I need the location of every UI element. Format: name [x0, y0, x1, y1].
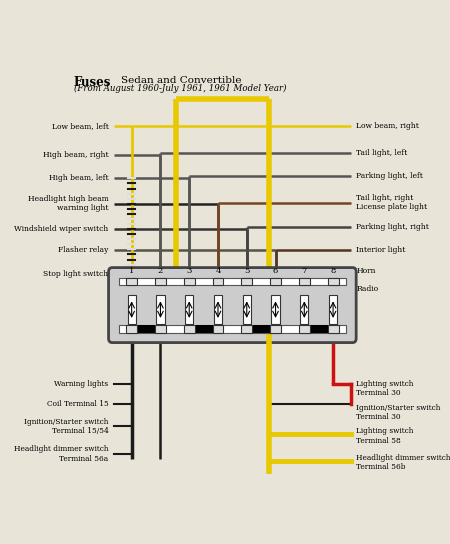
Bar [241, 277, 252, 285]
Bar [194, 325, 213, 332]
Bar [119, 277, 346, 285]
Text: Tail light, left: Tail light, left [356, 149, 407, 157]
Text: Coil Terminal 15: Coil Terminal 15 [47, 400, 108, 408]
Text: (From August 1960-July 1961, 1961 Model Year): (From August 1960-July 1961, 1961 Model … [74, 84, 286, 93]
Bar [212, 325, 224, 332]
Text: Fuses: Fuses [74, 76, 111, 89]
Bar [126, 325, 137, 332]
Bar [127, 295, 136, 324]
Text: Interior light: Interior light [356, 246, 405, 255]
Text: 1: 1 [129, 267, 135, 275]
Text: Parking light, left: Parking light, left [356, 172, 423, 180]
Text: Headlight dimmer switch
Terminal 56a: Headlight dimmer switch Terminal 56a [14, 446, 108, 462]
Text: Sedan and Convertible: Sedan and Convertible [121, 76, 241, 85]
Bar [328, 325, 338, 332]
Bar [271, 295, 279, 324]
Text: High beam, right: High beam, right [43, 151, 108, 159]
Bar [299, 277, 310, 285]
Bar [214, 295, 222, 324]
Bar [137, 325, 155, 332]
Text: 2: 2 [158, 267, 163, 275]
Text: 8: 8 [330, 267, 336, 275]
Bar [156, 295, 165, 324]
Text: 6: 6 [273, 267, 278, 275]
Bar [252, 325, 270, 332]
Bar [155, 325, 166, 332]
Text: 4: 4 [215, 267, 221, 275]
Bar [299, 325, 310, 332]
Text: Windshield wiper switch: Windshield wiper switch [14, 225, 108, 233]
Text: Lighting switch
Terminal 30: Lighting switch Terminal 30 [356, 380, 414, 397]
Text: Ignition/Starter switch
Terminal 30: Ignition/Starter switch Terminal 30 [356, 404, 441, 421]
Text: High beam, left: High beam, left [49, 175, 108, 182]
Bar [155, 277, 166, 285]
Text: Headlight high beam
warning light: Headlight high beam warning light [28, 195, 108, 212]
Bar [270, 277, 281, 285]
Bar [184, 325, 195, 332]
Text: Headlight dimmer switch
Terminal 56b: Headlight dimmer switch Terminal 56b [356, 454, 450, 471]
Text: Lighting switch
Terminal 58: Lighting switch Terminal 58 [356, 428, 414, 444]
Bar [126, 277, 137, 285]
Bar [241, 325, 252, 332]
Text: Ignition/Starter switch
Terminal 15/54: Ignition/Starter switch Terminal 15/54 [24, 418, 108, 435]
Bar [310, 325, 328, 332]
Bar [212, 277, 224, 285]
Bar [184, 277, 195, 285]
Bar [185, 295, 194, 324]
Text: 3: 3 [186, 267, 192, 275]
Bar [270, 325, 281, 332]
Bar [329, 295, 337, 324]
Text: Radio: Radio [356, 286, 378, 293]
Bar [243, 295, 251, 324]
Bar [300, 295, 308, 324]
Bar [328, 277, 338, 285]
Text: Warning lights: Warning lights [54, 380, 108, 388]
FancyBboxPatch shape [108, 268, 356, 343]
Text: Low beam, left: Low beam, left [52, 122, 108, 130]
Bar [119, 325, 346, 332]
Text: 7: 7 [302, 267, 307, 275]
Text: Tail light, right
License plate light: Tail light, right License plate light [356, 194, 428, 211]
Text: 5: 5 [244, 267, 249, 275]
Text: Parking light, right: Parking light, right [356, 224, 429, 231]
Text: Flasher relay: Flasher relay [58, 246, 108, 255]
Text: Low beam, right: Low beam, right [356, 122, 419, 130]
Text: Horn: Horn [356, 267, 376, 275]
Text: Stop light switch: Stop light switch [44, 270, 108, 278]
